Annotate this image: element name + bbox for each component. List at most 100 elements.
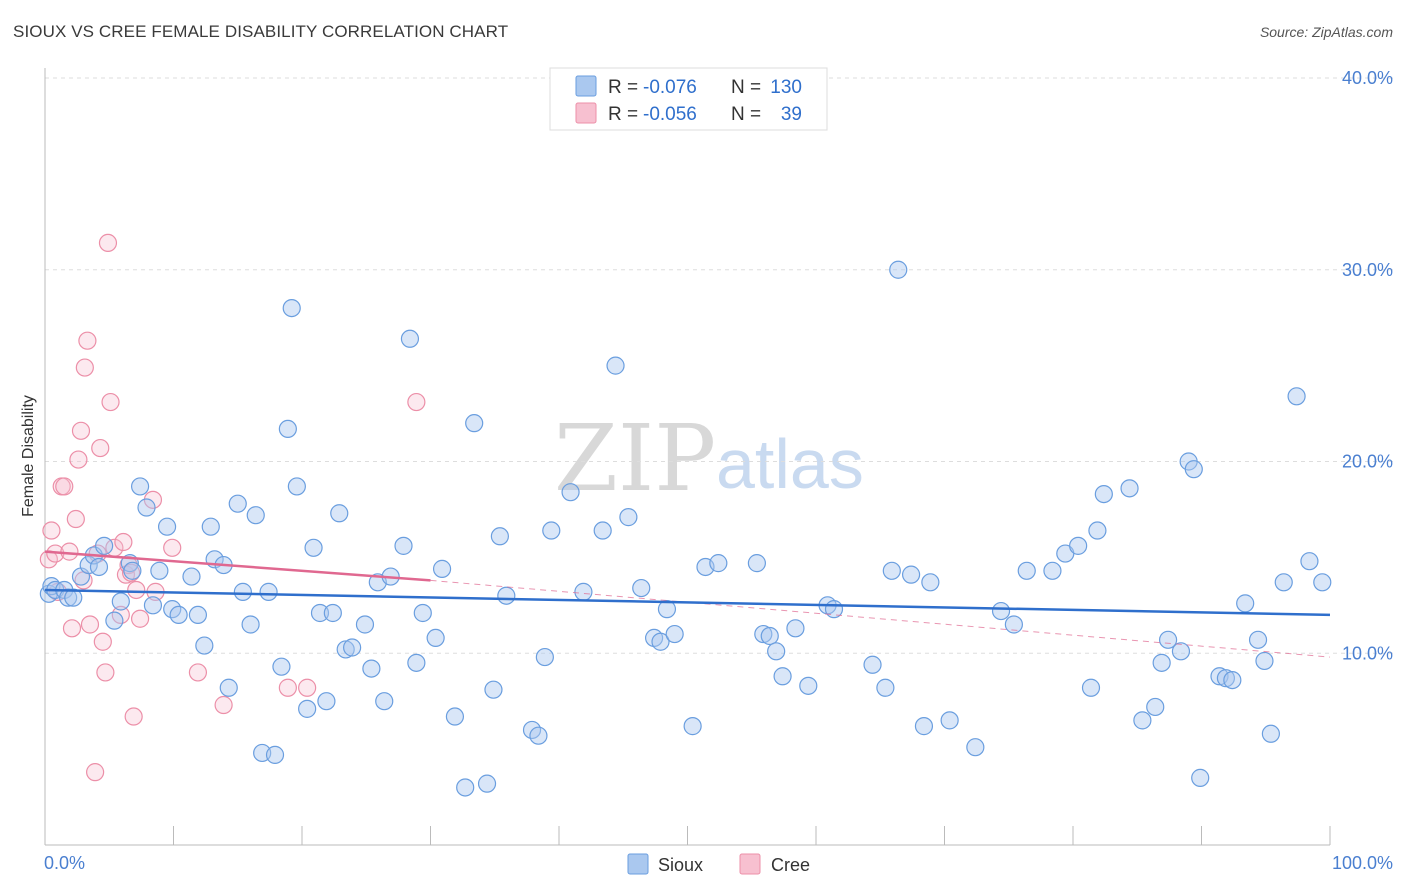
sioux-point <box>619 508 638 527</box>
sioux-point <box>773 667 792 686</box>
sioux-point <box>233 582 252 601</box>
sioux-point <box>272 657 291 676</box>
cree-point <box>214 695 233 715</box>
sioux-point <box>157 517 177 536</box>
legend-cree-swatch <box>575 102 597 124</box>
legend-bottom-cree-swatch <box>739 853 761 875</box>
sioux-point <box>336 640 355 659</box>
sioux-point <box>683 717 702 736</box>
sioux-point <box>497 586 516 605</box>
sioux-point <box>760 626 779 646</box>
legend-sioux-n-label: N = <box>731 77 761 98</box>
sioux-point <box>1017 561 1036 580</box>
sioux-point <box>529 726 548 745</box>
sioux-point <box>657 600 677 619</box>
sioux-point <box>89 557 109 577</box>
sioux-point <box>246 506 265 525</box>
cree-point <box>101 392 120 412</box>
cree-point <box>78 331 97 350</box>
sioux-trendline <box>44 588 1331 617</box>
sioux-point <box>1313 573 1332 592</box>
cree-point <box>114 532 133 552</box>
sioux-point <box>137 498 156 517</box>
sioux-point <box>1158 630 1178 649</box>
sioux-point <box>632 578 651 598</box>
sioux-point <box>1043 561 1062 580</box>
legend-sioux-n-value: 130 <box>770 77 802 98</box>
sioux-point <box>265 745 285 764</box>
cree-point <box>66 509 85 529</box>
sioux-point <box>400 329 420 348</box>
cree-point <box>124 707 143 726</box>
legend-sioux-swatch <box>575 75 597 97</box>
cree-point <box>62 619 82 638</box>
sioux-point <box>375 692 394 711</box>
x-tick-label-max: 100.0% <box>1332 853 1393 873</box>
y-tick-labels: 10.0% 20.0% 30.0% 40.0% <box>1342 68 1393 663</box>
legend-cree-r-value: -0.056 <box>643 104 697 125</box>
cree-point <box>278 678 297 697</box>
sioux-point <box>323 603 342 623</box>
sioux-point <box>542 521 561 540</box>
sioux-point <box>59 588 78 607</box>
source-credit: Source: ZipAtlas.com <box>1259 24 1393 40</box>
cree-point <box>91 438 110 458</box>
sioux-point <box>786 619 805 638</box>
sioux-point <box>282 299 301 318</box>
legend-top: R = -0.076 N = 130 R = -0.056 N = 39 <box>549 67 828 131</box>
sioux-point <box>1004 615 1023 634</box>
sioux-point <box>966 738 985 757</box>
sioux-point <box>95 536 114 555</box>
sioux-point <box>201 517 220 536</box>
sioux-point <box>490 527 509 546</box>
sioux-point <box>754 624 773 644</box>
sioux-point <box>143 596 163 615</box>
x-tick-label-min: 0.0% <box>44 853 85 873</box>
cree-point <box>55 477 74 496</box>
legend-bottom: Sioux Cree <box>627 853 810 875</box>
chart-title: SIOUX VS CREE FEMALE DISABILITY CORRELAT… <box>13 22 509 41</box>
sioux-point <box>330 504 349 523</box>
sioux-point <box>241 615 260 634</box>
sioux-point <box>1152 653 1171 672</box>
sioux-point <box>310 603 330 623</box>
watermark-zip: ZIP <box>554 405 716 512</box>
legend-sioux-r-value: -0.076 <box>643 77 697 98</box>
sioux-point <box>445 707 465 726</box>
sioux-point <box>1171 642 1191 661</box>
legend-bottom-sioux-swatch <box>627 853 649 875</box>
sioux-point <box>876 678 895 697</box>
sioux-point <box>362 659 381 678</box>
sioux-point <box>651 632 670 651</box>
sioux-point <box>1133 711 1152 730</box>
cree-point <box>60 542 79 561</box>
sioux-point <box>914 717 934 736</box>
sioux-point <box>1287 387 1306 406</box>
y-tick-label: 10.0% <box>1342 643 1393 663</box>
cree-point <box>96 663 115 682</box>
sioux-point <box>278 419 297 439</box>
sioux-point <box>709 554 728 573</box>
cree-point <box>163 538 182 557</box>
y-tick-label: 20.0% <box>1342 452 1393 472</box>
sioux-point <box>1248 630 1268 649</box>
sioux-point <box>111 592 130 611</box>
sioux-point <box>767 642 786 661</box>
sioux-point <box>195 636 214 655</box>
sioux-point <box>394 536 413 555</box>
cree-point <box>86 763 105 782</box>
sioux-point <box>1184 460 1203 479</box>
y-tick-label: 40.0% <box>1342 68 1393 88</box>
sioux-point <box>432 559 452 578</box>
sioux-point <box>123 561 142 580</box>
legend-sioux-r-label: R = <box>608 77 638 98</box>
sioux-point <box>1146 697 1165 717</box>
sioux-point <box>1094 484 1113 504</box>
sioux-point <box>169 605 188 625</box>
sioux-point <box>228 494 247 513</box>
cree-point <box>98 233 118 253</box>
sioux-point <box>456 778 475 797</box>
sioux-point <box>182 567 201 586</box>
sioux-point <box>407 653 426 672</box>
x-ticks <box>44 826 1331 845</box>
